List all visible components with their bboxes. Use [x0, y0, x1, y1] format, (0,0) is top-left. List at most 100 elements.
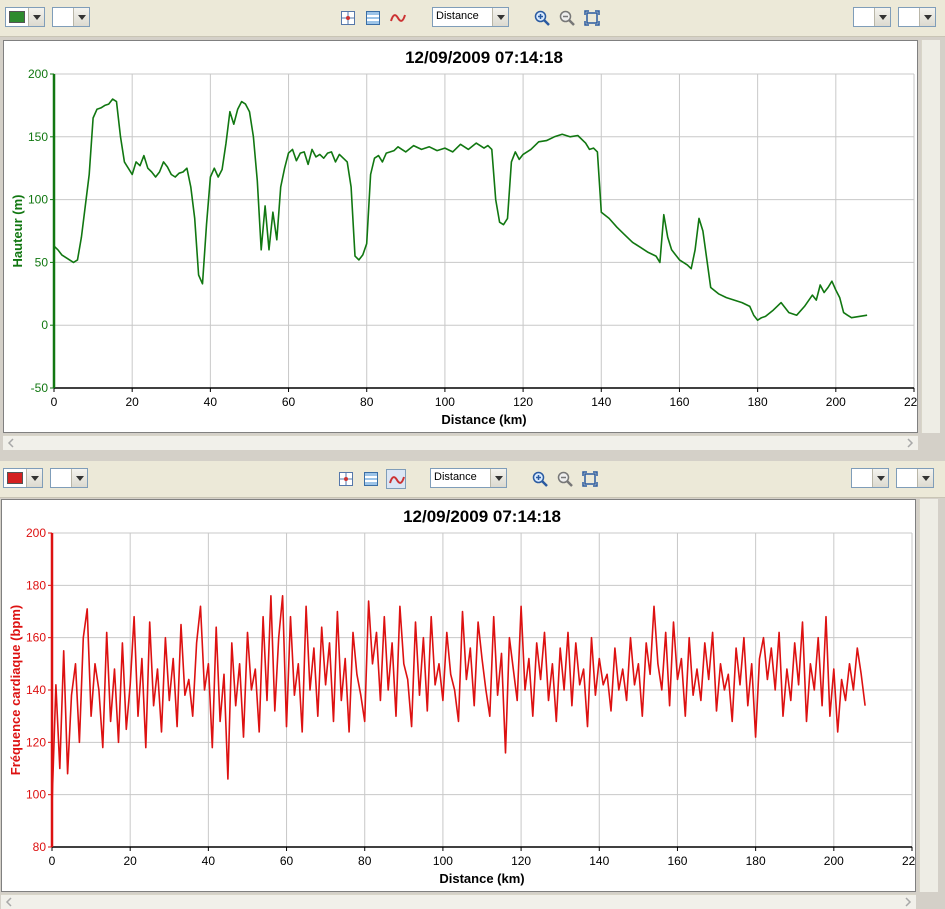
x-tick-label: 60 [282, 395, 296, 409]
heart-rate-panel: Distance 12/09/2009 07:14:18 0 20 40 60 80 100… [0, 461, 945, 909]
split-view-button[interactable] [361, 469, 381, 489]
x-tick-label: 120 [513, 395, 533, 409]
y-tick-label: 200 [26, 526, 46, 540]
curve-icon [390, 14, 406, 22]
altitude-toolbar: Distance [0, 0, 945, 37]
scroll-right-icon[interactable] [904, 437, 916, 449]
x-tick-label: 20 [124, 854, 138, 868]
horizontal-scrollbar[interactable] [1, 894, 916, 909]
crosshair-button[interactable] [336, 469, 356, 489]
crosshair-button[interactable] [338, 8, 358, 28]
scroll-left-icon[interactable] [5, 437, 17, 449]
chevron-down-icon [28, 8, 44, 26]
x-axis-select-value: Distance [434, 471, 477, 483]
x-axis-select[interactable]: Distance [432, 7, 509, 27]
chevron-down-icon [492, 8, 508, 26]
zoom-out-button[interactable] [555, 469, 575, 489]
right-axis-select[interactable] [851, 468, 889, 488]
x-tick-label: 200 [824, 854, 844, 868]
x-axis-select-value: Distance [436, 10, 479, 22]
x-tick-label: 0 [51, 395, 58, 409]
y-tick-label: 140 [26, 683, 46, 697]
chevron-down-icon [874, 8, 890, 26]
heart-rate-chart-area: 12/09/2009 07:14:18 0 20 40 60 80 100 120 140 160… [1, 499, 922, 892]
y-tick-label: 120 [26, 735, 46, 749]
x-tick-label: 220 [904, 395, 917, 409]
x-tick-label: 100 [435, 395, 455, 409]
y-tick-label: -50 [31, 381, 49, 395]
altitude-panel: Distance 12/09/2009 07:14:18 0 20 40 60 80 100… [0, 0, 945, 450]
series-color-select[interactable] [5, 7, 45, 27]
line-style-select[interactable] [50, 468, 88, 488]
vertical-scrollbar[interactable] [919, 499, 938, 892]
x-axis-select[interactable]: Distance [430, 468, 507, 488]
series-line [51, 595, 866, 806]
y-tick-label: 150 [28, 130, 48, 144]
curve-button[interactable] [388, 8, 408, 28]
zoom-out-button[interactable] [557, 8, 577, 28]
series-line [53, 98, 868, 322]
chevron-down-icon [919, 8, 935, 26]
color-swatch [7, 472, 23, 484]
vertical-scrollbar[interactable] [921, 40, 940, 433]
x-tick-label: 20 [126, 395, 140, 409]
x-tick-label: 220 [902, 854, 915, 868]
x-tick-label: 180 [748, 395, 768, 409]
zoom-out-icon [559, 10, 575, 26]
curve-icon [389, 476, 405, 484]
y-tick-label: 0 [41, 318, 48, 332]
color-swatch [9, 11, 25, 23]
zoom-in-button[interactable] [530, 469, 550, 489]
curve-button[interactable] [386, 469, 406, 489]
y-tick-label: 100 [28, 193, 48, 207]
x-tick-label: 60 [280, 854, 294, 868]
y-tick-label: 180 [26, 578, 46, 592]
y-axis-label: Hauteur (m) [10, 195, 25, 268]
line-style-select[interactable] [52, 7, 90, 27]
x-tick-label: 80 [360, 395, 374, 409]
chevron-down-icon [73, 8, 89, 26]
x-tick-label: 100 [433, 854, 453, 868]
y-axis-label: Fréquence cardiaque (bpm) [8, 605, 23, 775]
fit-view-icon [584, 10, 600, 26]
chevron-down-icon [26, 469, 42, 487]
scroll-right-icon[interactable] [902, 896, 914, 908]
right-axis-select[interactable] [853, 7, 891, 27]
split-view-button[interactable] [363, 8, 383, 28]
horizontal-scrollbar[interactable] [3, 435, 918, 450]
split-view-icon [366, 11, 380, 25]
x-axis-label: Distance (km) [439, 871, 524, 886]
fit-view-button[interactable] [580, 469, 600, 489]
y-tick-label: 50 [35, 255, 49, 269]
series-color-select[interactable] [3, 468, 43, 488]
x-tick-label: 0 [49, 854, 56, 868]
y-tick-label: 200 [28, 67, 48, 81]
chevron-down-icon [71, 469, 87, 487]
altitude-chart: 12/09/2009 07:14:18 0 20 40 60 80 100 120 140 160… [10, 48, 924, 427]
x-tick-label: 40 [202, 854, 216, 868]
chevron-down-icon [917, 469, 933, 487]
chart-title: 12/09/2009 07:14:18 [405, 48, 563, 67]
scroll-left-icon[interactable] [3, 896, 15, 908]
fit-view-icon [582, 471, 598, 487]
zoom-in-icon [532, 471, 548, 487]
chevron-down-icon [490, 469, 506, 487]
right-style-select[interactable] [896, 468, 934, 488]
x-tick-label: 160 [669, 395, 689, 409]
heart-rate-chart: 12/09/2009 07:14:18 0 20 40 60 80 100 120 140 160… [8, 507, 922, 886]
x-tick-label: 200 [826, 395, 846, 409]
x-tick-label: 160 [667, 854, 687, 868]
y-tick-label: 160 [26, 631, 46, 645]
x-axis-label: Distance (km) [441, 412, 526, 427]
heart-rate-toolbar: Distance [0, 461, 945, 498]
zoom-in-icon [534, 10, 550, 26]
chevron-down-icon [872, 469, 888, 487]
zoom-in-button[interactable] [532, 8, 552, 28]
right-style-select[interactable] [898, 7, 936, 27]
crosshair-icon [341, 11, 355, 25]
x-tick-label: 140 [589, 854, 609, 868]
x-tick-label: 140 [591, 395, 611, 409]
fit-view-button[interactable] [582, 8, 602, 28]
y-tick-label: 80 [33, 840, 47, 854]
x-tick-label: 180 [746, 854, 766, 868]
